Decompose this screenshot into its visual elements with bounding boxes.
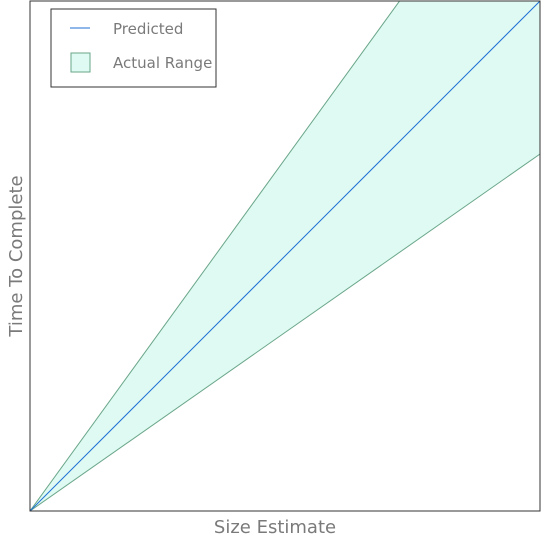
y-axis-label: Time To Complete: [6, 175, 27, 337]
legend: Predicted Actual Range: [51, 9, 216, 87]
legend-actual-range-swatch: [71, 53, 90, 72]
x-axis-label: Size Estimate: [214, 517, 336, 538]
legend-actual-range-label: Actual Range: [113, 54, 212, 72]
legend-predicted-label: Predicted: [113, 20, 183, 38]
